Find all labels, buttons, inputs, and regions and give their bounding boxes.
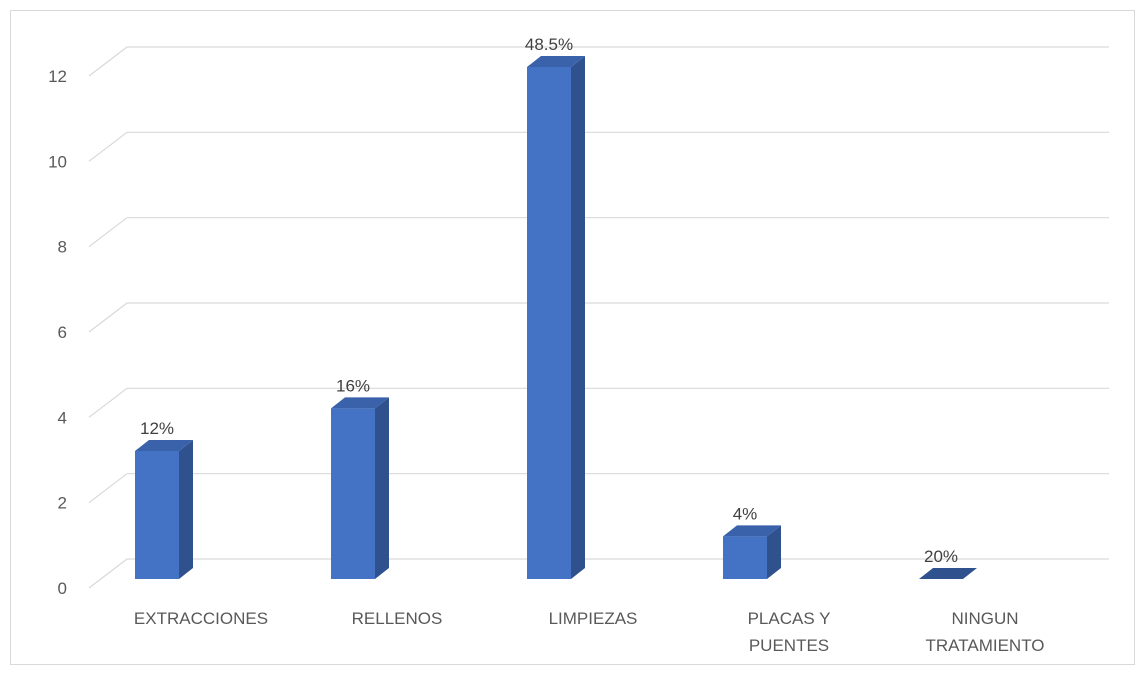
y-tick-label: 10 bbox=[48, 152, 67, 171]
bar bbox=[135, 440, 193, 579]
x-axis-categories: EXTRACCIONES RELLENOS LIMPIEZAS PLACAS Y PUE… bbox=[134, 609, 1045, 655]
y-tick-label: 6 bbox=[58, 323, 67, 342]
gridline bbox=[88, 46, 1109, 77]
data-label: 16% bbox=[336, 376, 370, 395]
gridline bbox=[88, 131, 1109, 162]
data-label: 20% bbox=[924, 547, 958, 566]
y-tick-label: 8 bbox=[58, 238, 67, 257]
category-label: NINGUN bbox=[951, 609, 1018, 628]
category-label: PLACAS Y bbox=[748, 609, 831, 628]
bars bbox=[135, 56, 977, 579]
gridline bbox=[88, 558, 1109, 589]
gridline bbox=[88, 473, 1109, 504]
bar bbox=[919, 568, 977, 579]
data-labels: 12% 16% 48.5% 4% 20% bbox=[140, 35, 958, 566]
y-tick-label: 4 bbox=[58, 408, 67, 427]
chart-frame: 0 2 4 6 8 10 12 12% 16% 48.5% 4% 20% EXTRACCIONES R… bbox=[10, 10, 1135, 665]
y-tick-label: 0 bbox=[58, 579, 67, 598]
gridline bbox=[88, 217, 1109, 248]
data-label: 12% bbox=[140, 419, 174, 438]
bar bbox=[331, 397, 389, 579]
gridline bbox=[88, 387, 1109, 418]
y-tick-label: 2 bbox=[58, 494, 67, 513]
bar bbox=[723, 525, 781, 579]
category-label: LIMPIEZAS bbox=[549, 609, 638, 628]
bar-chart: 0 2 4 6 8 10 12 12% 16% 48.5% 4% 20% EXTRACCIONES R… bbox=[48, 35, 1109, 655]
category-label: PUENTES bbox=[749, 636, 829, 655]
data-label: 4% bbox=[733, 504, 758, 523]
gridline bbox=[88, 302, 1109, 333]
category-label: EXTRACCIONES bbox=[134, 609, 268, 628]
y-tick-label: 12 bbox=[48, 67, 67, 86]
bar bbox=[527, 56, 585, 579]
category-label: RELLENOS bbox=[352, 609, 443, 628]
data-label: 48.5% bbox=[525, 35, 573, 54]
y-axis-ticks: 0 2 4 6 8 10 12 bbox=[48, 67, 67, 598]
gridlines bbox=[88, 46, 1109, 589]
category-label: TRATAMIENTO bbox=[926, 636, 1045, 655]
